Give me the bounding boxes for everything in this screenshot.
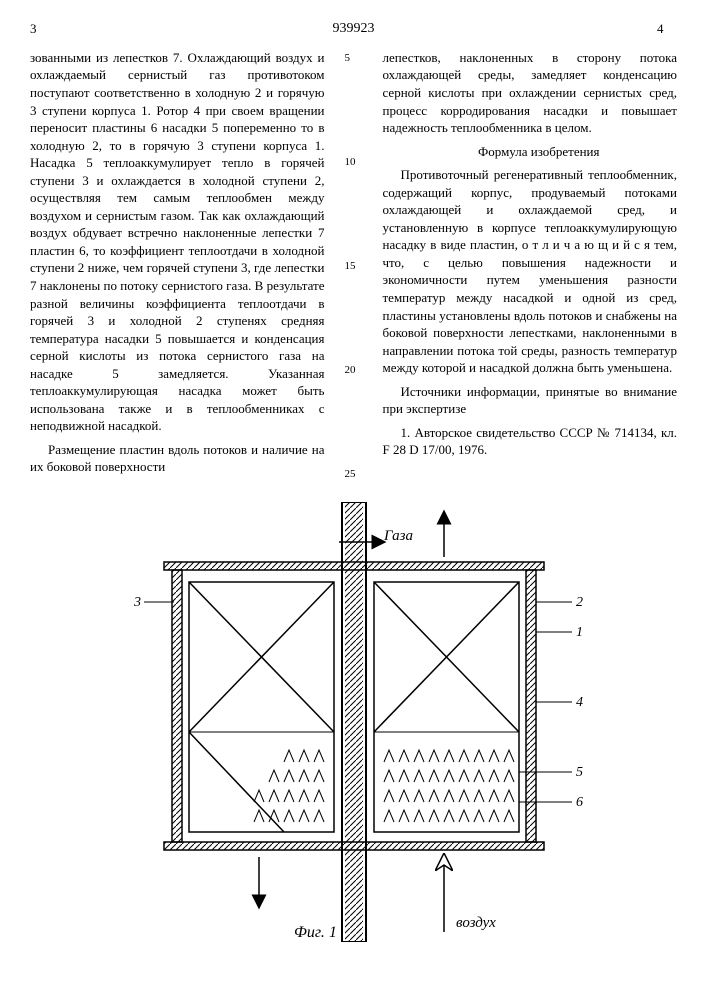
formula-title: Формула изобретения — [383, 143, 678, 161]
right-column: лепестков, наклоненных в сторону потока … — [383, 49, 678, 482]
line-markers: 5 10 15 20 25 — [345, 49, 363, 482]
page-right: 4 — [657, 20, 677, 39]
text-columns: зованными из лепестков 7. Охлаждающий во… — [30, 49, 677, 482]
callout-3: 3 — [133, 595, 141, 610]
right-p4: 1. Авторское свидетельство СССР № 714134… — [383, 424, 678, 459]
right-p2: Противоточный регенеративный теплообменн… — [383, 166, 678, 377]
lm-25: 25 — [345, 467, 363, 482]
right-p3: Источники информации, принятые во вниман… — [383, 383, 678, 418]
label-air: воздух — [456, 915, 496, 931]
left-p1: зованными из лепестков 7. Охлаждающий во… — [30, 49, 325, 435]
figure-diagram: 3 2 1 4 5 6 Газа воздух Фиг. 1 — [104, 502, 604, 942]
callout-2: 2 — [576, 595, 583, 610]
lm-10: 10 — [345, 155, 363, 170]
lm-20: 20 — [345, 363, 363, 378]
figure-area: 3 2 1 4 5 6 Газа воздух Фиг. 1 — [30, 502, 677, 942]
figure-caption: Фиг. 1 — [294, 924, 337, 941]
callout-6: 6 — [576, 795, 583, 810]
doc-number: 939923 — [50, 20, 657, 39]
page-left: 3 — [30, 20, 50, 39]
header-row: 3 939923 4 — [30, 20, 677, 39]
label-gas: Газа — [383, 528, 413, 544]
callout-4: 4 — [576, 695, 583, 710]
callout-5: 5 — [576, 765, 583, 780]
lm-5: 5 — [345, 51, 363, 66]
right-p1: лепестков, наклоненных в сторону потока … — [383, 49, 678, 137]
callout-1: 1 — [576, 625, 583, 640]
left-column: зованными из лепестков 7. Охлаждающий во… — [30, 49, 325, 482]
left-p2: Размещение пластин вдоль потоков и налич… — [30, 441, 325, 476]
lm-15: 15 — [345, 259, 363, 274]
